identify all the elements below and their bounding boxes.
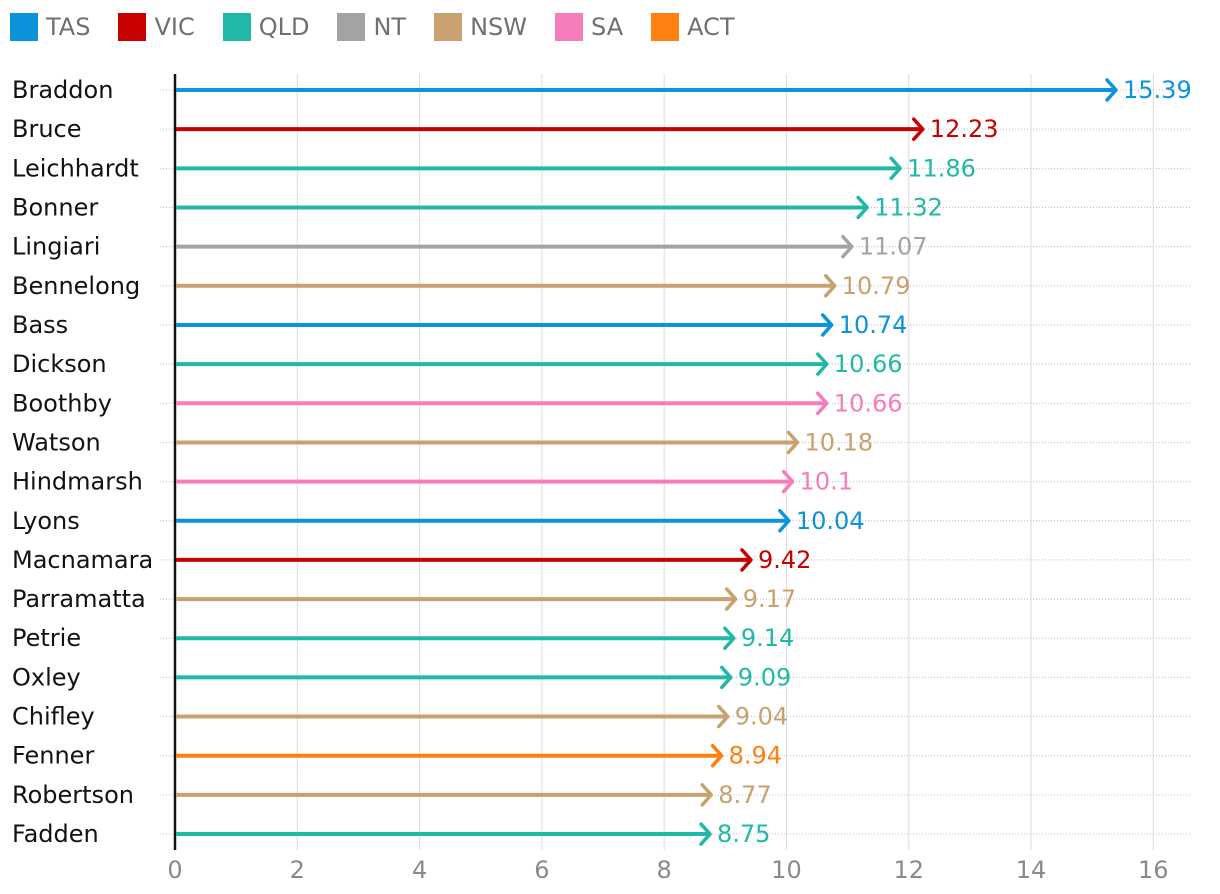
category-label: Bonner: [12, 193, 98, 221]
legend-swatch: [222, 13, 251, 41]
value-label: 11.32: [874, 193, 943, 221]
value-label: 9.14: [741, 624, 794, 652]
arrowhead-chifley: [716, 704, 730, 729]
arrowhead-fadden: [699, 822, 712, 846]
category-label: Braddon: [12, 76, 113, 104]
legend-label: NT: [373, 13, 407, 41]
arrowhead-dickson: [816, 352, 829, 376]
legend-label: QLD: [258, 13, 310, 41]
value-label: 10.66: [834, 350, 903, 378]
arrowhead-hindmarsh: [781, 469, 795, 494]
category-label: Fadden: [12, 820, 99, 848]
value-label: 10.18: [804, 428, 873, 456]
arrowhead-petrie: [723, 626, 736, 650]
arrowhead-oxley: [720, 665, 733, 690]
x-tick-label: 12: [893, 856, 924, 884]
arrowhead-bennelong: [824, 274, 837, 298]
category-label: Watson: [12, 428, 101, 456]
arrowhead-lyons: [778, 509, 791, 533]
value-label: 8.94: [729, 742, 782, 770]
value-label: 11.07: [859, 233, 928, 261]
category-label: Chifley: [12, 703, 95, 731]
x-tick-label: 2: [290, 856, 305, 884]
value-label: 11.86: [907, 154, 976, 182]
arrowhead-fenner: [710, 743, 724, 768]
legend-swatch: [337, 13, 366, 41]
value-label: 12.23: [930, 115, 999, 143]
value-label: 10.1: [800, 468, 853, 496]
x-tick-label: 6: [534, 856, 549, 884]
legend-label: ACT: [687, 13, 735, 41]
arrowhead-leichhardt: [889, 156, 902, 181]
x-tick-label: 14: [1016, 856, 1047, 884]
arrowhead-watson: [786, 430, 800, 455]
category-label: Bruce: [12, 115, 82, 143]
value-label: 15.39: [1123, 76, 1192, 104]
legend-item-sa: SA: [555, 13, 623, 41]
category-label: Parramatta: [12, 585, 146, 613]
legend-label: VIC: [154, 13, 195, 41]
legend-item-nsw: NSW: [434, 13, 527, 41]
arrowhead-parramatta: [724, 587, 738, 611]
x-tick-label: 4: [412, 856, 427, 884]
legend-item-nt: NT: [337, 13, 406, 41]
legend-swatch: [118, 13, 147, 41]
value-label: 8.75: [717, 820, 770, 848]
value-label: 10.66: [834, 389, 903, 417]
category-label: Robertson: [12, 781, 134, 809]
legend-label: NSW: [470, 13, 528, 41]
category-label: Lingiari: [12, 233, 100, 261]
legend-item-tas: TAS: [10, 13, 90, 41]
arrowhead-macnamara: [740, 548, 753, 572]
category-label: Dickson: [12, 350, 107, 378]
legend-swatch: [555, 13, 584, 41]
value-label: 9.09: [738, 663, 791, 691]
x-tick-label: 0: [167, 856, 182, 884]
legend-swatch: [434, 13, 463, 41]
category-label: Lyons: [12, 507, 80, 535]
category-label: Fenner: [12, 742, 94, 770]
arrowhead-bonner: [856, 195, 869, 220]
legend: TAS VIC QLD NT NSW SA ACT: [10, 10, 763, 44]
value-label: 9.42: [758, 546, 811, 574]
arrowhead-bass: [820, 313, 834, 337]
arrowhead-bruce: [912, 117, 925, 141]
arrowhead-braddon: [1105, 78, 1118, 102]
x-tick-label: 16: [1138, 856, 1169, 884]
legend-label: TAS: [46, 13, 91, 41]
category-label: Bennelong: [12, 272, 140, 300]
category-label: Petrie: [12, 624, 81, 652]
arrowhead-boothby: [816, 391, 829, 416]
category-label: Bass: [12, 311, 68, 339]
x-tick-label: 10: [771, 856, 802, 884]
category-label: Oxley: [12, 663, 81, 691]
legend-label: SA: [591, 13, 624, 41]
legend-item-act: ACT: [651, 13, 735, 41]
arrowhead-robertson: [700, 783, 713, 807]
category-label: Leichhardt: [12, 154, 139, 182]
legend-swatch: [10, 13, 38, 41]
x-tick-label: 8: [657, 856, 672, 884]
value-label: 9.04: [735, 703, 788, 731]
category-label: Hindmarsh: [12, 468, 143, 496]
legend-item-qld: QLD: [222, 13, 310, 41]
value-label: 10.04: [796, 507, 865, 535]
value-label: 10.74: [839, 311, 908, 339]
arrowhead-lingiari: [841, 234, 854, 259]
legend-swatch: [651, 13, 680, 41]
value-label: 8.77: [718, 781, 771, 809]
category-label: Macnamara: [12, 546, 153, 574]
legend-item-vic: VIC: [118, 13, 195, 41]
category-label: Boothby: [12, 389, 112, 417]
value-label: 9.17: [743, 585, 796, 613]
value-label: 10.79: [842, 272, 911, 300]
